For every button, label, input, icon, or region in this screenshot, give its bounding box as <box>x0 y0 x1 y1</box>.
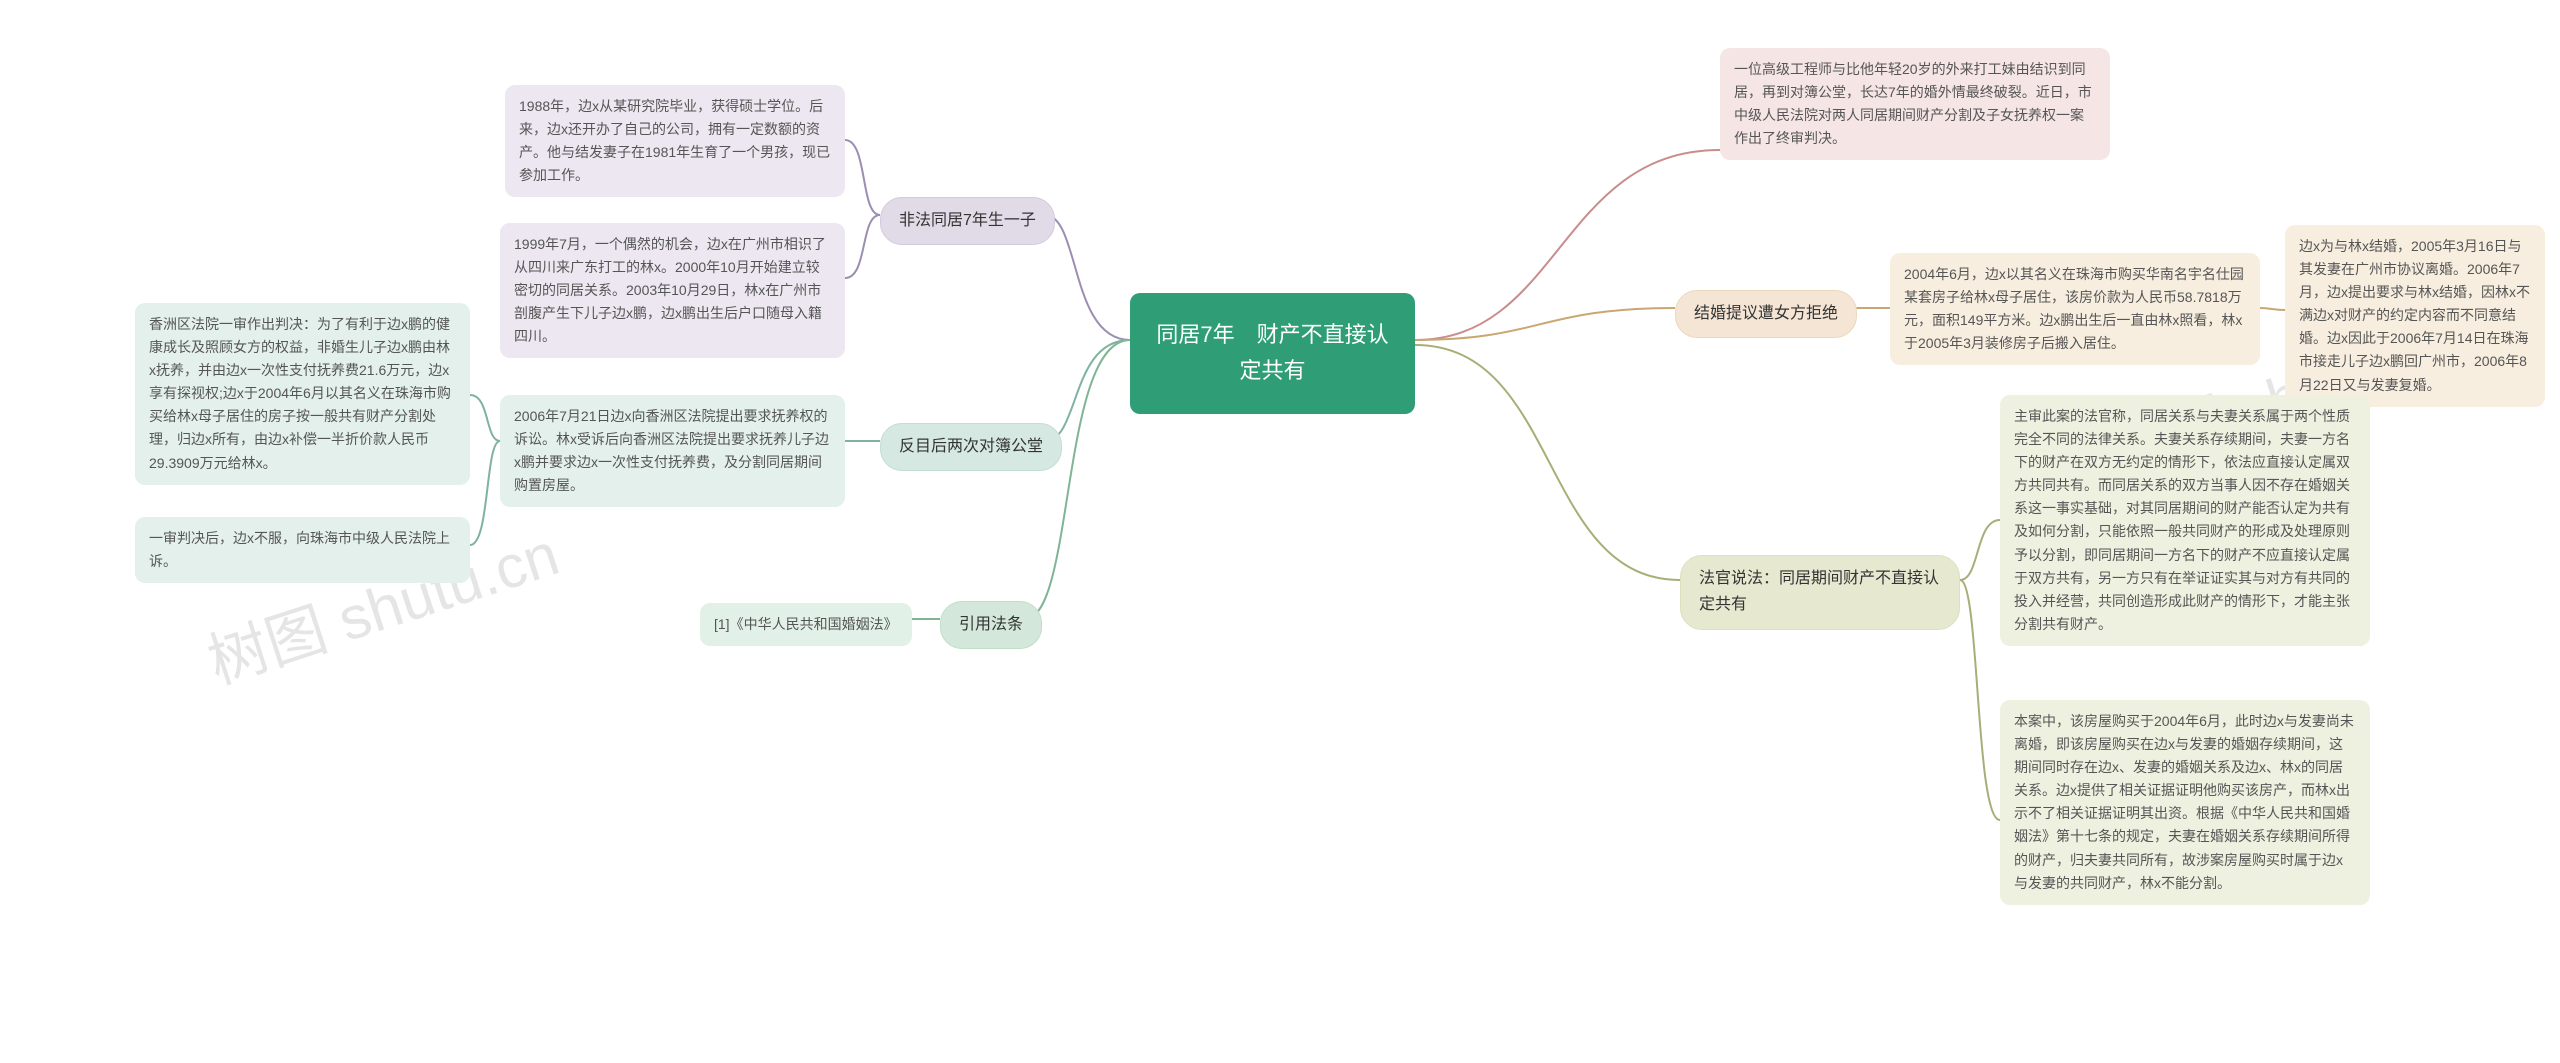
center-node: 同居7年 财产不直接认定共有 <box>1130 293 1415 414</box>
leaf-marriage-1: 2004年6月，边x以其名义在珠海市购买华南名宇名仕园某套房子给林x母子居住，该… <box>1890 253 2260 365</box>
leaf-illegal-2: 1999年7月，一个偶然的机会，边x在广州市相识了从四川来广东打工的林x。200… <box>500 223 845 358</box>
branch-law: 引用法条 <box>940 601 1042 649</box>
leaf-judge-1: 主审此案的法官称，同居关系与夫妻关系属于两个性质完全不同的法律关系。夫妻关系存续… <box>2000 395 2370 646</box>
branch-marriage: 结婚提议遭女方拒绝 <box>1675 290 1857 338</box>
leaf-marriage-2: 边x为与林x结婚，2005年3月16日与其发妻在广州市协议离婚。2006年7月，… <box>2285 225 2545 407</box>
leaf-illegal-1: 1988年，边x从某研究院毕业，获得硕士学位。后来，边x还开办了自己的公司，拥有… <box>505 85 845 197</box>
leaf-judge-2: 本案中，该房屋购买于2004年6月，此时边x与发妻尚未离婚，即该房屋购买在边x与… <box>2000 700 2370 905</box>
branch-illegal: 非法同居7年生一子 <box>880 197 1055 245</box>
branch-court: 反目后两次对簿公堂 <box>880 423 1062 471</box>
leaf-intro: 一位高级工程师与比他年轻20岁的外来打工妹由结识到同居，再到对簿公堂，长达7年的… <box>1720 48 2110 160</box>
leaf-law: [1]《中华人民共和国婚姻法》 <box>700 603 912 646</box>
leaf-court-1: 2006年7月21日边x向香洲区法院提出要求抚养权的诉讼。林x受诉后向香洲区法院… <box>500 395 845 507</box>
leaf-court-2b: 一审判决后，边x不服，向珠海市中级人民法院上诉。 <box>135 517 470 583</box>
branch-judge: 法官说法：同居期间财产不直接认定共有 <box>1680 555 1960 630</box>
leaf-court-2a: 香洲区法院一审作出判决：为了有利于边x鹏的健康成长及照顾女方的权益，非婚生儿子边… <box>135 303 470 485</box>
